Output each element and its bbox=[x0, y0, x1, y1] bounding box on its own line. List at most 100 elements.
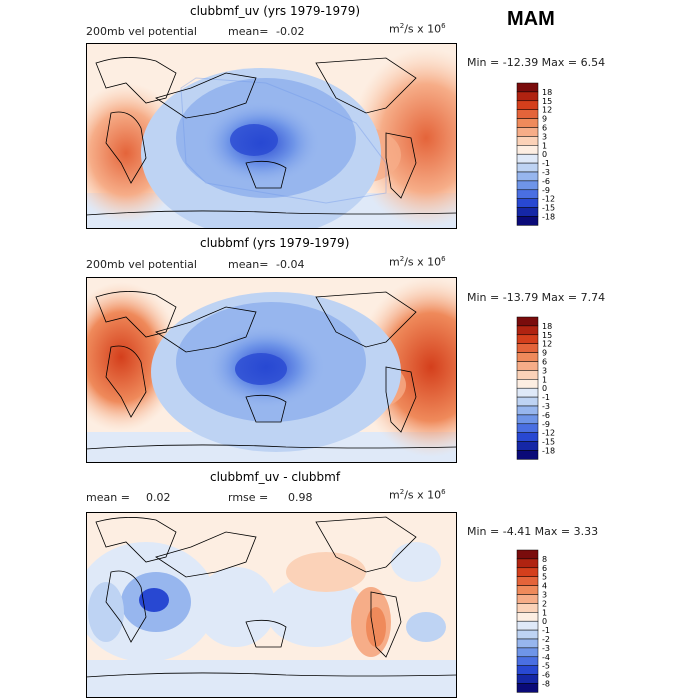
colorbar-swatch bbox=[516, 576, 539, 586]
colorbar-tick-label: 3 bbox=[542, 591, 547, 600]
colorbar-swatch bbox=[516, 162, 539, 173]
colorbar-tick-label: 6 bbox=[542, 124, 547, 133]
colorbar-tick-label: 9 bbox=[542, 349, 547, 358]
colorbar-tick-label: -6 bbox=[542, 177, 550, 186]
colorbar-swatch bbox=[516, 316, 539, 327]
colorbar-tick-label: -9 bbox=[542, 420, 550, 429]
panel3-rmse-label: rmse = bbox=[228, 491, 269, 504]
panel1-units: m2/s x 106 bbox=[389, 22, 446, 36]
colorbar-tick-label: 0 bbox=[542, 617, 547, 626]
colorbar-swatch bbox=[516, 189, 539, 199]
colorbar-tick-label: -15 bbox=[542, 204, 555, 213]
colorbar-tick-label: 3 bbox=[542, 366, 547, 375]
colorbar-tick-label: -6 bbox=[542, 671, 550, 680]
colorbar-tick-label: 15 bbox=[542, 97, 552, 106]
colorbar-tick-label: -5 bbox=[542, 662, 550, 671]
colorbar-swatch bbox=[516, 603, 539, 613]
colorbar-tick-label: 12 bbox=[542, 340, 552, 349]
panel3-minmax: Min = -4.41 Max = 3.33 bbox=[467, 525, 599, 538]
panel1-variable-label: 200mb vel potential bbox=[86, 25, 197, 38]
panel1-minmax: Min = -12.39 Max = 6.54 bbox=[467, 56, 606, 69]
colorbar-swatch bbox=[516, 638, 539, 649]
panel3-rmse-value: 0.98 bbox=[288, 491, 313, 504]
panel3-mean-label: mean = bbox=[86, 491, 130, 504]
panel2-variable-label: 200mb vel potential bbox=[86, 258, 197, 271]
panel2-mean-label: mean= bbox=[228, 258, 269, 271]
colorbar-swatch bbox=[516, 82, 539, 93]
colorbar-swatch bbox=[516, 441, 539, 451]
colorbar-swatch bbox=[516, 549, 539, 560]
panel2-units: m2/s x 106 bbox=[389, 255, 446, 269]
colorbar-tick-label: 9 bbox=[542, 115, 547, 124]
colorbar-tick-label: -18 bbox=[542, 213, 555, 222]
colorbar-tick-label: -12 bbox=[542, 429, 555, 438]
colorbar-tick-label: 18 bbox=[542, 322, 552, 331]
panel1-map bbox=[86, 43, 457, 229]
colorbar-swatch bbox=[516, 396, 539, 407]
panel3-title: clubbmf_uv - clubbmf bbox=[210, 470, 341, 484]
colorbar-swatch bbox=[516, 387, 539, 398]
colorbar-swatch bbox=[516, 594, 539, 604]
colorbar-swatch bbox=[516, 145, 539, 155]
colorbar-swatch bbox=[516, 558, 539, 569]
colorbar-tick-label: 8 bbox=[542, 555, 547, 564]
colorbar-swatch bbox=[516, 683, 539, 693]
panel1-mean-value: -0.02 bbox=[276, 25, 305, 38]
colorbar-tick-label: 1 bbox=[542, 375, 547, 384]
colorbar-swatch bbox=[516, 432, 539, 442]
colorbar-tick-label: 1 bbox=[542, 608, 547, 617]
panel1-mean-label: mean= bbox=[228, 25, 269, 38]
colorbar-swatch bbox=[516, 180, 539, 191]
colorbar-tick-label: -1 bbox=[542, 626, 550, 635]
colorbar-tick-label: -8 bbox=[542, 680, 550, 689]
colorbar-tick-label: 1 bbox=[542, 141, 547, 150]
colorbar-tick-label: 6 bbox=[542, 564, 547, 573]
panel3-units: m2/s x 106 bbox=[389, 488, 446, 502]
colorbar-tick-label: 15 bbox=[542, 331, 552, 340]
colorbar-swatch bbox=[516, 171, 539, 182]
colorbar-swatch bbox=[516, 674, 539, 684]
panel1-title: clubbmf_uv (yrs 1979-1979) bbox=[190, 4, 361, 18]
colorbar-swatch bbox=[516, 647, 539, 658]
panel2-title: clubbmf (yrs 1979-1979) bbox=[200, 236, 350, 250]
colorbar-swatch bbox=[516, 343, 539, 353]
colorbar-swatch bbox=[516, 379, 539, 389]
colorbar-tick-label: 2 bbox=[542, 599, 547, 608]
colorbar-swatch bbox=[516, 127, 539, 137]
colorbar-swatch bbox=[516, 334, 539, 344]
colorbar-tick-label: -3 bbox=[542, 168, 550, 177]
colorbar-tick-label: 0 bbox=[542, 384, 547, 393]
colorbar-swatch bbox=[516, 136, 539, 146]
colorbar-swatch bbox=[516, 207, 539, 217]
colorbar-swatch bbox=[516, 629, 539, 640]
colorbar-swatch bbox=[516, 585, 539, 595]
colorbar-tick-label: -2 bbox=[542, 635, 550, 644]
colorbar-tick-label: -9 bbox=[542, 186, 550, 195]
colorbar-swatch bbox=[516, 100, 539, 110]
colorbar-tick-label: -18 bbox=[542, 447, 555, 456]
panel2-minmax: Min = -13.79 Max = 7.74 bbox=[467, 291, 606, 304]
colorbar-tick-label: -12 bbox=[542, 195, 555, 204]
colorbar-tick-label: 6 bbox=[542, 358, 547, 367]
colorbar-swatch bbox=[516, 620, 539, 631]
colorbar-tick-label: 3 bbox=[542, 132, 547, 141]
colorbar-swatch bbox=[516, 352, 539, 362]
colorbar-swatch bbox=[516, 665, 539, 675]
colorbar-swatch bbox=[516, 325, 539, 336]
colorbar-tick-label: 0 bbox=[542, 150, 547, 159]
colorbar-swatch bbox=[516, 405, 539, 416]
colorbar-swatch bbox=[516, 414, 539, 425]
colorbar-swatch bbox=[516, 612, 539, 622]
colorbar-tick-label: -6 bbox=[542, 411, 550, 420]
colorbar-swatch bbox=[516, 118, 539, 128]
season-label: MAM bbox=[507, 8, 555, 30]
colorbar-swatches bbox=[516, 82, 539, 226]
colorbar-tick-label: -1 bbox=[542, 159, 550, 168]
colorbar-tick-label: -4 bbox=[542, 653, 550, 662]
colorbar-swatch bbox=[516, 450, 539, 460]
colorbar-swatch bbox=[516, 153, 539, 164]
panel3-mean-value: 0.02 bbox=[146, 491, 171, 504]
